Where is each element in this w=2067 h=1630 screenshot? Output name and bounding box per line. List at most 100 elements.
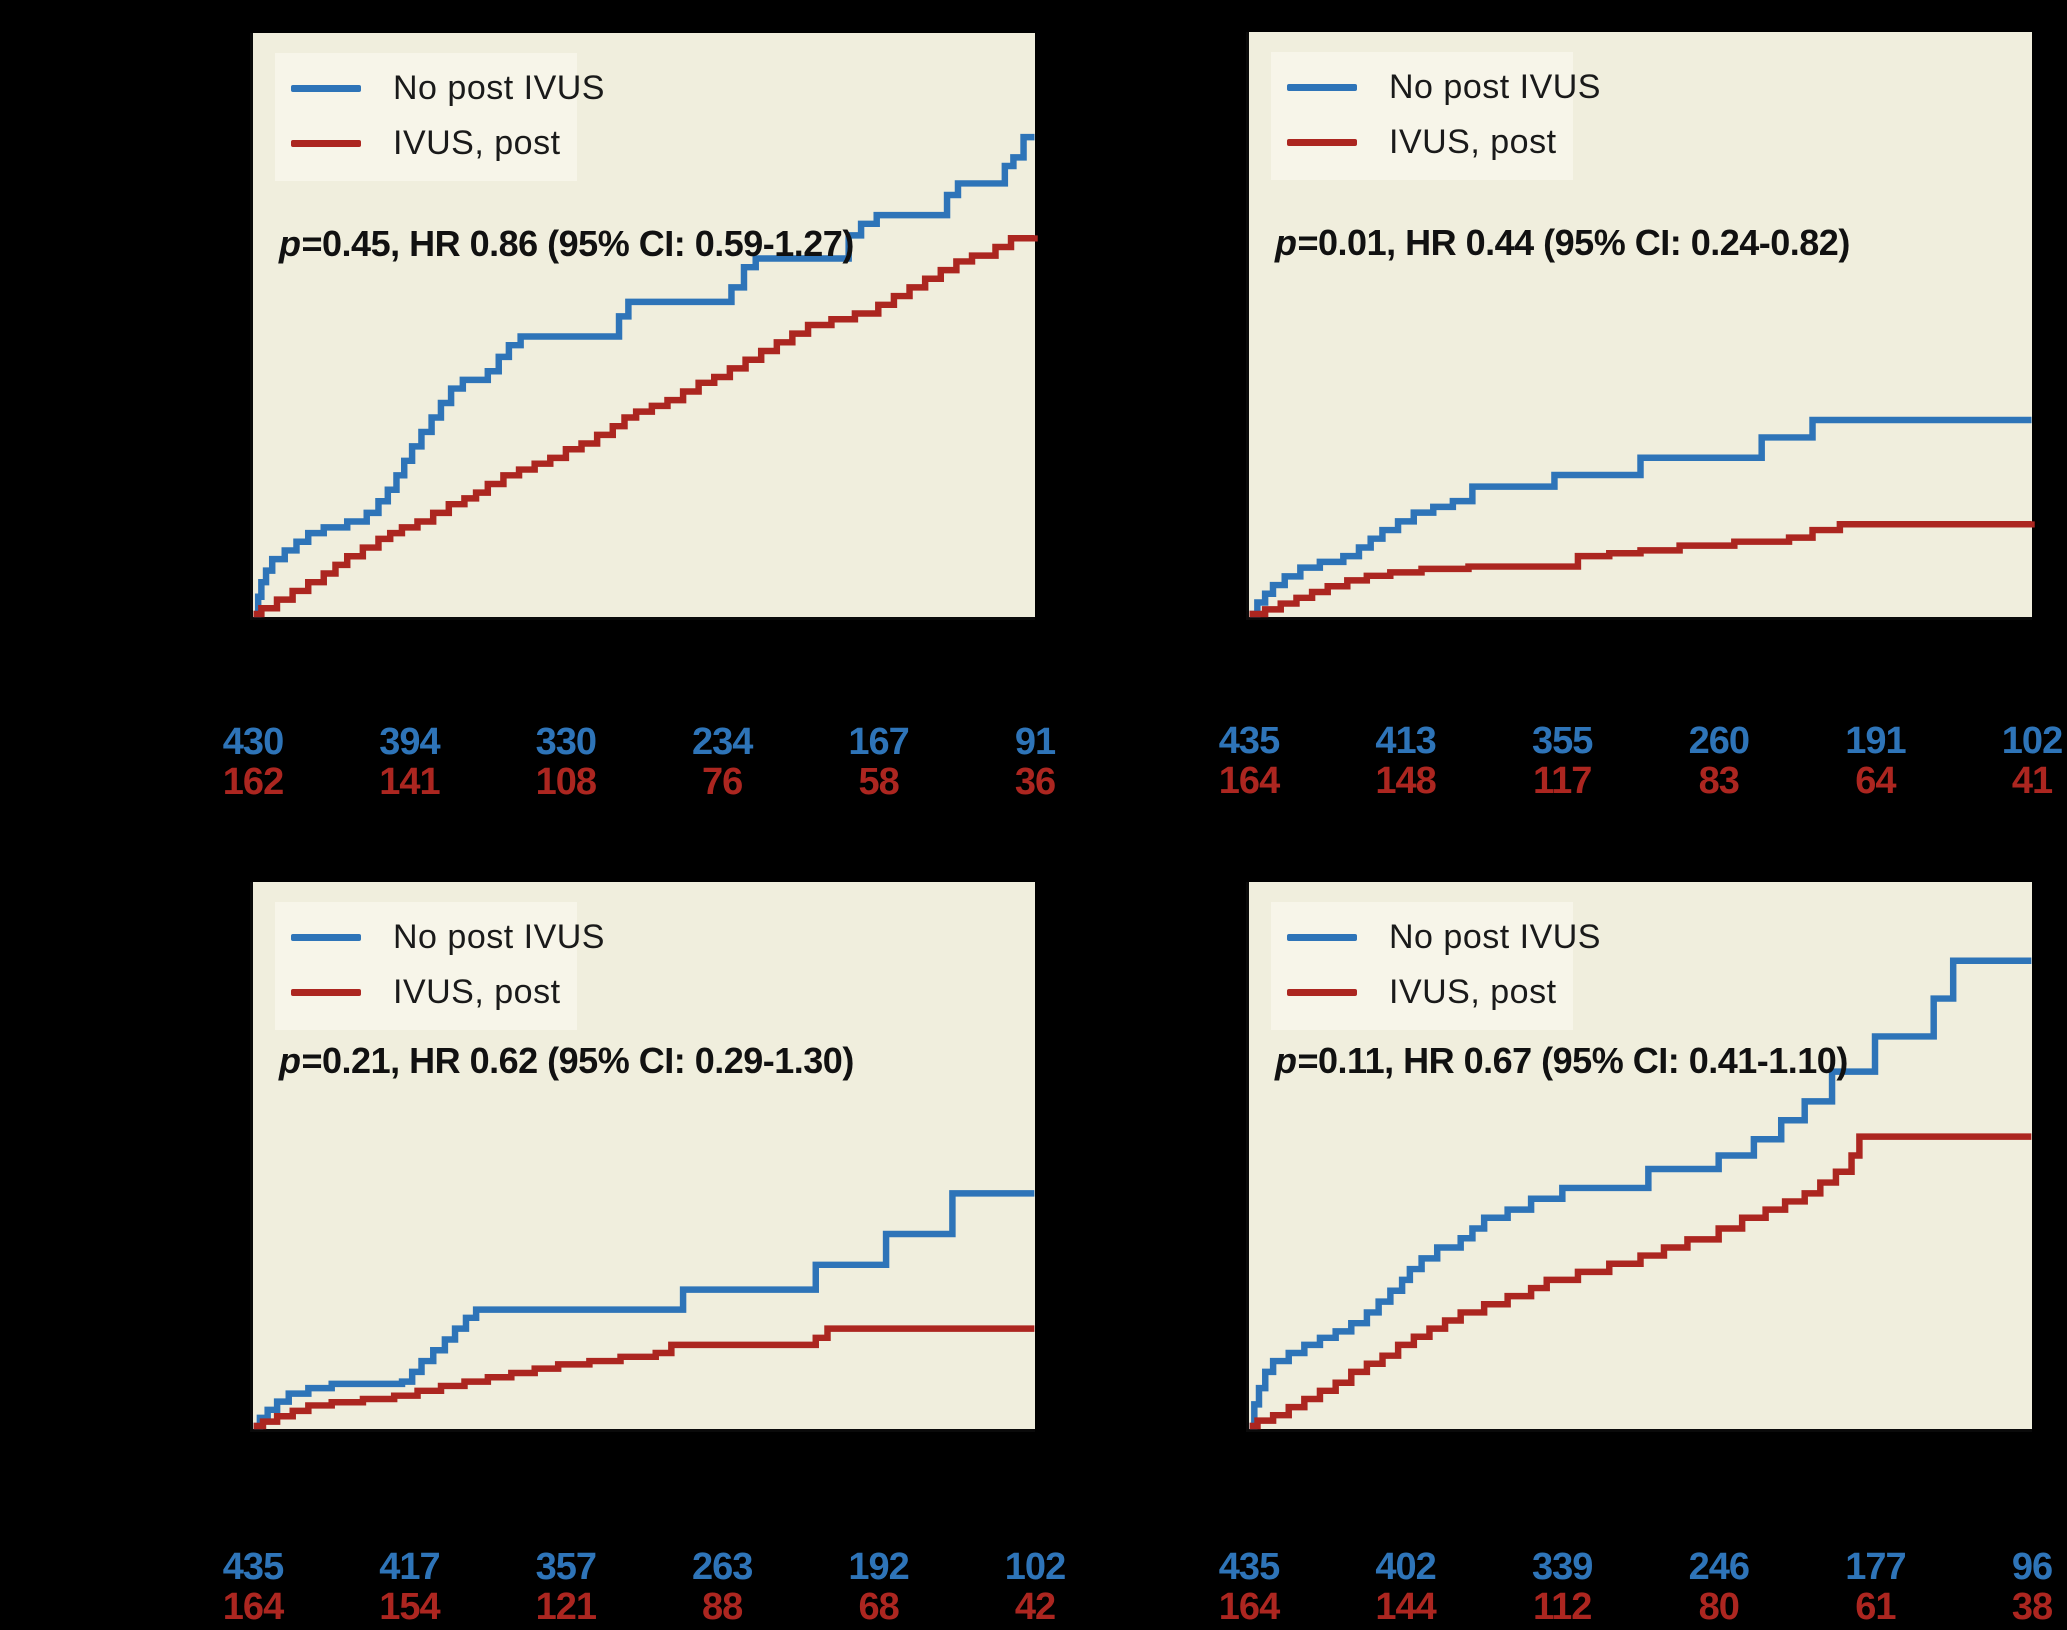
risk-number: 154: [379, 1586, 440, 1628]
km-curve-no-post-ivus: [1249, 957, 2032, 1430]
legend-line-swatch-red: [291, 140, 361, 147]
risk-number: 61: [1855, 1586, 1896, 1628]
risk-number: 330: [535, 721, 597, 763]
risk-number: 263: [691, 1546, 753, 1588]
km-curve-no-post-ivus: [253, 1190, 1035, 1430]
risk-number: 117: [1533, 760, 1592, 802]
legend-line-swatch-blue: [1287, 84, 1357, 91]
legend-box: No post IVUS IVUS, post: [1271, 902, 1600, 1030]
stats-text: =0.21, HR 0.62 (95% CI: 0.29-1.30): [301, 1040, 855, 1081]
numbers-at-risk-ivus-post: 164 144 112 80 61 38: [1219, 1586, 2053, 1628]
risk-number: 58: [858, 761, 899, 803]
numbers-at-risk-ivus-post: 164 148 117 83 64 41: [1219, 760, 2053, 802]
km-plot-area: [253, 133, 1038, 618]
km-panel-top-right: No post IVUS IVUS, post p=0.01, HR 0.44 (9…: [1219, 32, 2063, 802]
risk-number: 164: [1218, 760, 1280, 802]
stats-annotation: p=0.21, HR 0.62 (95% CI: 0.29-1.30): [279, 1040, 854, 1082]
legend-row: No post IVUS: [1271, 60, 1600, 115]
km-plot-area: [1249, 416, 2035, 618]
risk-number: 80: [1698, 1586, 1740, 1628]
legend-line-swatch-red: [1287, 139, 1357, 146]
risk-number: 36: [1014, 761, 1056, 803]
risk-number: 355: [1531, 720, 1593, 762]
numbers-at-risk-no-post-ivus: 435 417 357 263 192 102: [223, 1546, 1066, 1588]
risk-number: 192: [848, 1546, 909, 1588]
legend-label: No post IVUS: [1389, 68, 1601, 106]
legend-label: IVUS, post: [393, 973, 561, 1011]
legend-row: IVUS, post: [275, 116, 577, 171]
risk-number: 38: [2011, 1586, 2053, 1628]
risk-number: 164: [1218, 1586, 1280, 1628]
risk-number: 177: [1845, 1546, 1906, 1588]
legend-line-swatch-blue: [1287, 934, 1357, 941]
stats-text: =0.45, HR 0.86 (95% CI: 0.59-1.27): [301, 223, 855, 264]
legend-box: No post IVUS IVUS, post: [1271, 52, 1600, 180]
legend-label: IVUS, post: [1389, 123, 1557, 161]
km-plot-area: [253, 1190, 1035, 1430]
km-curve-ivus-post: [253, 1325, 1035, 1430]
numbers-at-risk-ivus-post: 164 154 121 88 68 42: [223, 1586, 1056, 1628]
legend-row: IVUS, post: [1271, 115, 1573, 170]
p-symbol: p: [279, 1040, 301, 1081]
risk-number: 41: [2011, 760, 2053, 802]
risk-number: 83: [1698, 760, 1740, 802]
risk-number: 246: [1688, 1546, 1750, 1588]
risk-number: 108: [535, 761, 597, 803]
risk-number: 260: [1688, 720, 1750, 762]
legend-label: IVUS, post: [1389, 973, 1557, 1011]
risk-number: 121: [535, 1586, 597, 1628]
legend-label: IVUS, post: [393, 124, 561, 162]
risk-number: 102: [1004, 1546, 1066, 1588]
km-curve-no-post-ivus: [1249, 416, 2032, 618]
legend-row: No post IVUS: [1271, 910, 1600, 965]
risk-number: 64: [1855, 760, 1896, 802]
legend-box: No post IVUS IVUS, post: [275, 902, 604, 1030]
legend-line-swatch-blue: [291, 934, 361, 941]
risk-number: 435: [1218, 720, 1280, 762]
numbers-at-risk-no-post-ivus: 430 394 330 234 167 91: [223, 721, 1056, 763]
risk-number: 42: [1014, 1586, 1056, 1628]
risk-number: 167: [848, 721, 909, 763]
p-symbol: p: [1275, 222, 1297, 263]
risk-number: 191: [1845, 720, 1906, 762]
legend-label: No post IVUS: [393, 69, 605, 107]
risk-number: 148: [1375, 760, 1436, 802]
risk-number: 162: [222, 761, 284, 803]
legend-row: No post IVUS: [275, 910, 604, 965]
numbers-at-risk-no-post-ivus: 435 402 339 246 177 96: [1219, 1546, 2053, 1588]
km-plot-area: [1249, 957, 2032, 1430]
km-curve-no-post-ivus: [253, 133, 1035, 618]
legend-row: IVUS, post: [1271, 965, 1573, 1020]
risk-number: 435: [222, 1546, 284, 1588]
risk-number: 430: [222, 721, 284, 763]
legend-row: No post IVUS: [275, 61, 604, 116]
km-curve-ivus-post: [1249, 521, 2035, 618]
risk-number: 435: [1218, 1546, 1280, 1588]
risk-number: 144: [1375, 1586, 1436, 1628]
risk-number: 112: [1533, 1586, 1592, 1628]
stats-text: =0.01, HR 0.44 (95% CI: 0.24-0.82): [1297, 222, 1851, 263]
stats-text: =0.11, HR 0.67 (95% CI: 0.41-1.10): [1297, 1040, 1849, 1081]
risk-number: 91: [1014, 721, 1056, 763]
stats-annotation: p=0.45, HR 0.86 (95% CI: 0.59-1.27): [279, 223, 854, 265]
risk-number: 413: [1375, 720, 1436, 762]
legend-row: IVUS, post: [275, 965, 577, 1020]
legend-box: No post IVUS IVUS, post: [275, 53, 604, 181]
risk-number: 102: [2001, 720, 2063, 762]
risk-number: 96: [2011, 1546, 2053, 1588]
risk-number: 339: [1531, 1546, 1593, 1588]
km-panel-top-left: No post IVUS IVUS, post p=0.45, HR 0.86 (9…: [223, 33, 1056, 803]
p-symbol: p: [1275, 1040, 1297, 1081]
risk-number: 88: [702, 1586, 743, 1628]
numbers-at-risk-no-post-ivus: 435 413 355 260 191 102: [1219, 720, 2063, 762]
numbers-at-risk-ivus-post: 162 141 108 76 58 36: [223, 761, 1056, 803]
legend-line-swatch-red: [1287, 989, 1357, 996]
risk-number: 68: [858, 1586, 899, 1628]
legend-label: No post IVUS: [393, 918, 605, 956]
p-symbol: p: [279, 223, 301, 264]
km-curve-ivus-post: [253, 235, 1038, 618]
risk-number: 141: [379, 761, 440, 803]
stats-annotation: p=0.11, HR 0.67 (95% CI: 0.41-1.10): [1275, 1040, 1848, 1082]
legend-label: No post IVUS: [1389, 918, 1601, 956]
